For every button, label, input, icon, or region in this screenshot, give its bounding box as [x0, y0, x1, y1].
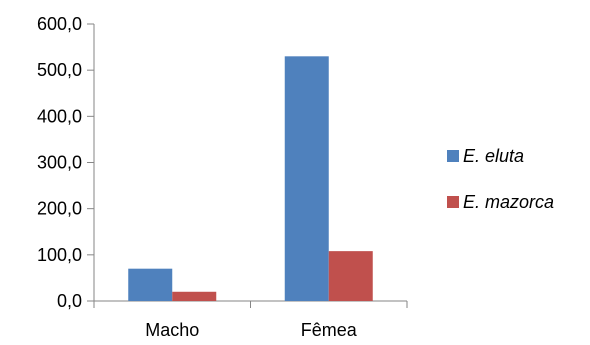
legend: E. eluta E. mazorca	[447, 146, 554, 212]
bar-e-eluta-fêmea	[284, 56, 329, 301]
bar-e-mazorca-fêmea	[328, 251, 373, 301]
bar-e-mazorca-macho	[172, 291, 217, 301]
y-tick-label: 500,0	[37, 60, 82, 80]
y-axis: 0,0 100,0 200,0 300,0 400,0 500,0 600,0	[37, 14, 95, 311]
bar-e-eluta-macho	[128, 268, 173, 301]
legend-label: E. mazorca	[463, 192, 554, 212]
x-axis: Macho Fêmea	[93, 300, 408, 340]
legend-swatch	[447, 196, 459, 208]
y-tick-label: 0,0	[57, 291, 82, 311]
y-tick-label: 100,0	[37, 245, 82, 265]
y-tick-label: 600,0	[37, 14, 82, 34]
y-tick-label: 200,0	[37, 199, 82, 219]
x-category-label: Fêmea	[301, 320, 358, 340]
legend-swatch	[447, 150, 459, 162]
x-category-label: Macho	[145, 320, 199, 340]
y-tick-label: 400,0	[37, 106, 82, 126]
bars	[128, 56, 373, 301]
y-tick-label: 300,0	[37, 153, 82, 173]
legend-label: E. eluta	[463, 146, 524, 166]
